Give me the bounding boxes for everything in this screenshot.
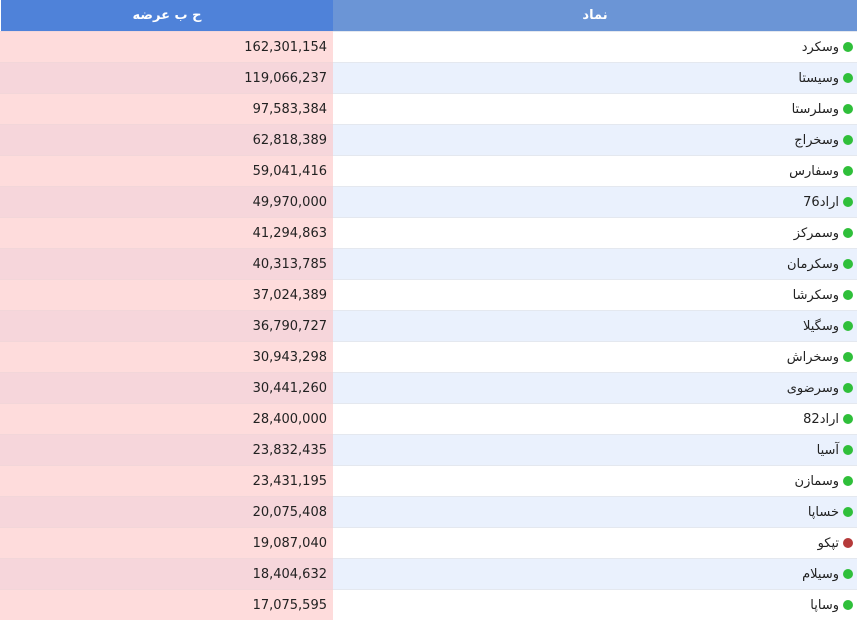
table-row-symbol[interactable]: وسگیلا: [333, 310, 857, 341]
status-dot-icon: [843, 42, 853, 52]
status-dot-icon: [843, 104, 853, 114]
symbol-name[interactable]: وسکرد: [801, 39, 839, 55]
symbol-name[interactable]: وسرضوی: [786, 380, 839, 396]
table-row-symbol[interactable]: وسمازن: [333, 465, 857, 496]
status-dot-icon: [843, 445, 853, 455]
table-row-symbol[interactable]: وسرضوی: [333, 372, 857, 403]
symbol-name[interactable]: وسمازن: [794, 473, 839, 489]
symbol-name[interactable]: وسمرکز: [793, 225, 839, 241]
table-row-volume: 37,024,389: [0, 279, 333, 310]
symbol-name[interactable]: وسخراج: [794, 132, 839, 148]
table-row-volume: 97,583,384: [0, 93, 333, 124]
status-dot-icon: [843, 507, 853, 517]
table-row-symbol[interactable]: وسکرشا: [333, 279, 857, 310]
table-row-symbol[interactable]: وسلرستا: [333, 93, 857, 124]
table-row-symbol[interactable]: وسخراش: [333, 341, 857, 372]
volume-cells: 162,301,154 119,066,237 97,583,384 62,818,3…: [0, 31, 333, 620]
symbol-cells: وسکرد وسیستا وسلرستا وسخراج وسفارس اراد76 وسمر…: [333, 31, 857, 620]
status-dot-icon: [843, 290, 853, 300]
status-dot-icon: [843, 73, 853, 83]
table-row-volume: 23,431,195: [0, 465, 333, 496]
table-row-symbol[interactable]: اراد76: [333, 186, 857, 217]
status-dot-icon: [843, 228, 853, 238]
status-dot-icon: [843, 166, 853, 176]
symbol-column-header[interactable]: نماد: [333, 0, 857, 31]
symbol-name[interactable]: وسکرشا: [792, 287, 839, 303]
status-dot-icon: [843, 538, 853, 548]
status-dot-icon: [843, 197, 853, 207]
table-row-volume: 41,294,863: [0, 217, 333, 248]
table-row-symbol[interactable]: وسکرمان: [333, 248, 857, 279]
table-row-symbol[interactable]: وسیستا: [333, 62, 857, 93]
symbol-name[interactable]: وسخراش: [786, 349, 839, 365]
table-row-symbol[interactable]: وسیلام: [333, 558, 857, 589]
status-dot-icon: [843, 383, 853, 393]
volume-column: ح ب عرضه 162,301,154 119,066,237 97,583,38…: [0, 0, 333, 620]
table-row-volume: 17,075,595: [0, 589, 333, 620]
table-row-symbol[interactable]: وساپا: [333, 589, 857, 620]
symbol-name[interactable]: اراد76: [803, 194, 839, 210]
volume-column-header[interactable]: ح ب عرضه: [0, 0, 333, 31]
table-row-volume: 20,075,408: [0, 496, 333, 527]
status-dot-icon: [843, 259, 853, 269]
table-row-volume: 36,790,727: [0, 310, 333, 341]
table-row-symbol[interactable]: وسخراج: [333, 124, 857, 155]
table-row-volume: 23,832,435: [0, 434, 333, 465]
table-row-volume: 49,970,000: [0, 186, 333, 217]
symbol-name[interactable]: وسگیلا: [802, 318, 839, 334]
table-row-volume: 162,301,154: [0, 31, 333, 62]
table-row-symbol[interactable]: وسفارس: [333, 155, 857, 186]
symbol-name[interactable]: وسیلام: [802, 566, 839, 582]
status-dot-icon: [843, 569, 853, 579]
table-row-volume: 30,441,260: [0, 372, 333, 403]
table-row-symbol[interactable]: خساپا: [333, 496, 857, 527]
status-dot-icon: [843, 600, 853, 610]
symbol-name[interactable]: وسفارس: [789, 163, 839, 179]
symbol-name[interactable]: وسیستا: [798, 70, 839, 86]
symbol-name[interactable]: آسیا: [816, 442, 839, 458]
table-row-symbol[interactable]: تپکو: [333, 527, 857, 558]
symbol-column: نماد وسکرد وسیستا وسلرستا وسخراج وسفارس اراد7…: [333, 0, 857, 620]
status-dot-icon: [843, 414, 853, 424]
table-row-volume: 119,066,237: [0, 62, 333, 93]
status-dot-icon: [843, 321, 853, 331]
table-row-volume: 59,041,416: [0, 155, 333, 186]
table-row-symbol[interactable]: وسکرد: [333, 31, 857, 62]
table-row-symbol[interactable]: آسیا: [333, 434, 857, 465]
symbol-name[interactable]: وساپا: [810, 597, 839, 613]
table-row-volume: 28,400,000: [0, 403, 333, 434]
symbol-name[interactable]: اراد82: [803, 411, 839, 427]
table-row-volume: 40,313,785: [0, 248, 333, 279]
table-row-volume: 30,943,298: [0, 341, 333, 372]
table-row-volume: 18,404,632: [0, 558, 333, 589]
table-row-volume: 19,087,040: [0, 527, 333, 558]
symbol-name[interactable]: وسکرمان: [787, 256, 839, 272]
table-row-symbol[interactable]: اراد82: [333, 403, 857, 434]
symbol-name[interactable]: تپکو: [817, 535, 839, 551]
table-row-symbol[interactable]: وسمرکز: [333, 217, 857, 248]
symbol-name[interactable]: وسلرستا: [791, 101, 839, 117]
status-dot-icon: [843, 352, 853, 362]
table-row-volume: 62,818,389: [0, 124, 333, 155]
status-dot-icon: [843, 476, 853, 486]
symbol-name[interactable]: خساپا: [807, 504, 839, 520]
status-dot-icon: [843, 135, 853, 145]
